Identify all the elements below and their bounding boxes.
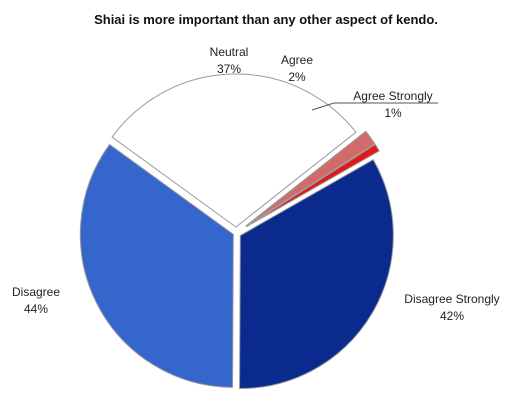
slice-label-disagree-strongly: Disagree Strongly xyxy=(404,292,499,306)
pie-slice-agree-strongly xyxy=(246,143,380,228)
slice-value-agree-strongly: 1% xyxy=(384,106,402,120)
slice-value-disagree: 44% xyxy=(24,302,48,316)
chart-title: Shiai is more important than any other a… xyxy=(94,12,438,27)
slice-value-disagree-strongly: 42% xyxy=(440,309,464,323)
slice-label-agree: Agree xyxy=(281,53,313,67)
pie-slice-disagree-strongly xyxy=(239,159,394,390)
slice-label-disagree: Disagree xyxy=(12,285,60,299)
pie-slice-disagree xyxy=(79,143,234,388)
slice-label-agree-strongly: Agree Strongly xyxy=(353,89,432,103)
slice-value-neutral: 37% xyxy=(217,62,241,76)
slice-label-neutral: Neutral xyxy=(210,45,249,59)
pie-slice-neutral xyxy=(111,73,357,228)
leader-line-agree-strongly xyxy=(311,102,438,111)
pie-slice-agree xyxy=(245,130,376,227)
slice-value-agree: 2% xyxy=(288,70,306,84)
